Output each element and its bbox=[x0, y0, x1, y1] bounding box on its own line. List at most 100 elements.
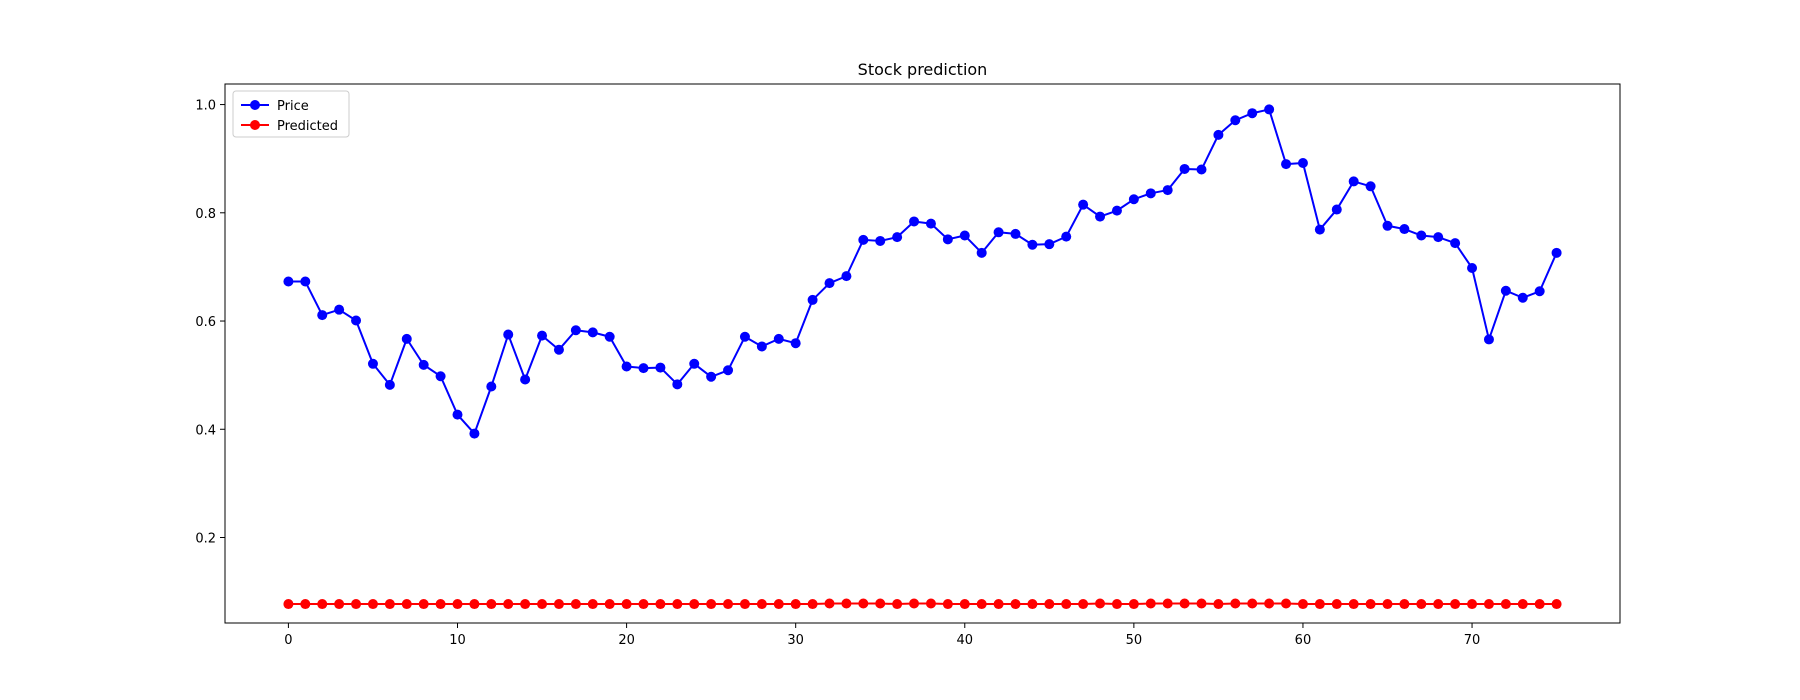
data-point-price bbox=[520, 374, 531, 385]
data-point-predicted bbox=[925, 598, 936, 609]
data-point-price bbox=[892, 232, 903, 243]
data-point-predicted bbox=[452, 599, 463, 610]
data-point-predicted bbox=[689, 599, 700, 610]
data-point-price bbox=[401, 333, 412, 344]
data-point-price bbox=[418, 359, 429, 370]
data-point-predicted bbox=[1450, 599, 1461, 610]
data-point-price bbox=[503, 329, 514, 340]
data-point-predicted bbox=[1264, 598, 1275, 609]
data-point-predicted bbox=[553, 599, 564, 610]
data-point-price bbox=[1061, 231, 1072, 242]
data-point-price bbox=[790, 338, 801, 349]
data-point-price bbox=[723, 365, 734, 376]
y-tick-label: 0.2 bbox=[195, 531, 216, 546]
data-point-price bbox=[1027, 239, 1038, 250]
data-point-predicted bbox=[351, 599, 362, 610]
data-point-price bbox=[739, 331, 750, 342]
data-point-predicted bbox=[486, 599, 497, 610]
data-point-predicted bbox=[1281, 598, 1292, 609]
data-point-predicted bbox=[1095, 598, 1106, 609]
data-point-predicted bbox=[621, 599, 632, 610]
data-point-predicted bbox=[1111, 599, 1122, 610]
data-point-predicted bbox=[858, 598, 869, 609]
data-point-predicted bbox=[1061, 599, 1072, 610]
x-tick-label: 60 bbox=[1295, 633, 1312, 648]
series-line-price bbox=[288, 108, 1558, 435]
data-point-predicted bbox=[1551, 599, 1562, 610]
data-point-predicted bbox=[706, 599, 717, 610]
data-point-price bbox=[1314, 224, 1325, 235]
data-point-price bbox=[1128, 194, 1139, 205]
data-point-price bbox=[1247, 108, 1258, 119]
data-point-predicted bbox=[1331, 599, 1342, 610]
data-point-predicted bbox=[638, 599, 649, 610]
data-point-predicted bbox=[1044, 599, 1055, 610]
data-point-price bbox=[1095, 211, 1106, 222]
legend-label-price: Price bbox=[277, 99, 309, 114]
data-point-price bbox=[1467, 262, 1478, 273]
data-point-price bbox=[706, 371, 717, 382]
data-point-price bbox=[435, 371, 446, 382]
x-tick-label: 0 bbox=[284, 633, 292, 648]
data-point-price bbox=[672, 379, 683, 390]
legend-marker-predicted bbox=[250, 120, 260, 130]
data-point-price bbox=[300, 276, 311, 287]
data-point-price bbox=[1264, 104, 1275, 115]
data-point-predicted bbox=[909, 598, 920, 609]
data-point-predicted bbox=[993, 599, 1004, 610]
data-point-price bbox=[909, 216, 920, 227]
data-point-price bbox=[367, 358, 378, 369]
data-point-predicted bbox=[1314, 599, 1325, 610]
data-point-predicted bbox=[1128, 599, 1139, 610]
data-point-predicted bbox=[1433, 599, 1444, 610]
data-point-predicted bbox=[959, 599, 970, 610]
data-point-predicted bbox=[841, 598, 852, 609]
data-point-price bbox=[1196, 164, 1207, 175]
data-point-price bbox=[621, 361, 632, 372]
data-point-price bbox=[773, 333, 784, 344]
data-point-predicted bbox=[824, 598, 835, 609]
y-tick-label: 1.0 bbox=[195, 99, 216, 114]
data-point-predicted bbox=[570, 599, 581, 610]
data-point-price bbox=[807, 294, 818, 305]
data-point-predicted bbox=[1467, 599, 1478, 610]
data-point-predicted bbox=[790, 599, 801, 610]
data-point-price bbox=[1297, 158, 1308, 169]
series-predicted bbox=[283, 598, 1562, 610]
legend-marker-price bbox=[250, 100, 260, 110]
data-point-price bbox=[1551, 247, 1562, 258]
data-point-predicted bbox=[1027, 599, 1038, 610]
data-point-predicted bbox=[367, 599, 378, 610]
data-point-predicted bbox=[1399, 599, 1410, 610]
axes: 0 10 20 30 40 50 60 70 0.2 0.4 0.6 0.8 1.0 bbox=[195, 99, 1480, 648]
data-point-predicted bbox=[587, 599, 598, 610]
data-point-predicted bbox=[1247, 598, 1258, 609]
data-point-predicted bbox=[976, 599, 987, 610]
legend-label-predicted: Predicted bbox=[277, 119, 338, 134]
x-tick-label: 20 bbox=[618, 633, 635, 648]
data-point-predicted bbox=[773, 599, 784, 610]
data-point-predicted bbox=[1348, 599, 1359, 610]
data-point-price bbox=[858, 234, 869, 245]
data-point-price bbox=[1433, 232, 1444, 243]
data-point-price bbox=[1331, 204, 1342, 215]
data-point-price bbox=[1365, 181, 1376, 192]
data-point-predicted bbox=[655, 599, 666, 610]
data-point-price bbox=[959, 230, 970, 241]
data-point-price bbox=[1213, 129, 1224, 140]
y-tick-label: 0.8 bbox=[195, 207, 216, 222]
data-point-predicted bbox=[604, 599, 615, 610]
x-tick-label: 40 bbox=[956, 633, 973, 648]
data-point-predicted bbox=[300, 599, 311, 610]
data-point-predicted bbox=[1483, 599, 1494, 610]
data-point-predicted bbox=[723, 599, 734, 610]
data-point-predicted bbox=[401, 599, 412, 610]
data-point-price bbox=[655, 362, 666, 373]
x-tick-label: 50 bbox=[1126, 633, 1143, 648]
data-point-price bbox=[317, 310, 328, 321]
data-point-price bbox=[1450, 238, 1461, 249]
data-point-predicted bbox=[942, 599, 953, 610]
y-tick-label: 0.6 bbox=[195, 315, 216, 330]
data-point-price bbox=[1483, 334, 1494, 345]
